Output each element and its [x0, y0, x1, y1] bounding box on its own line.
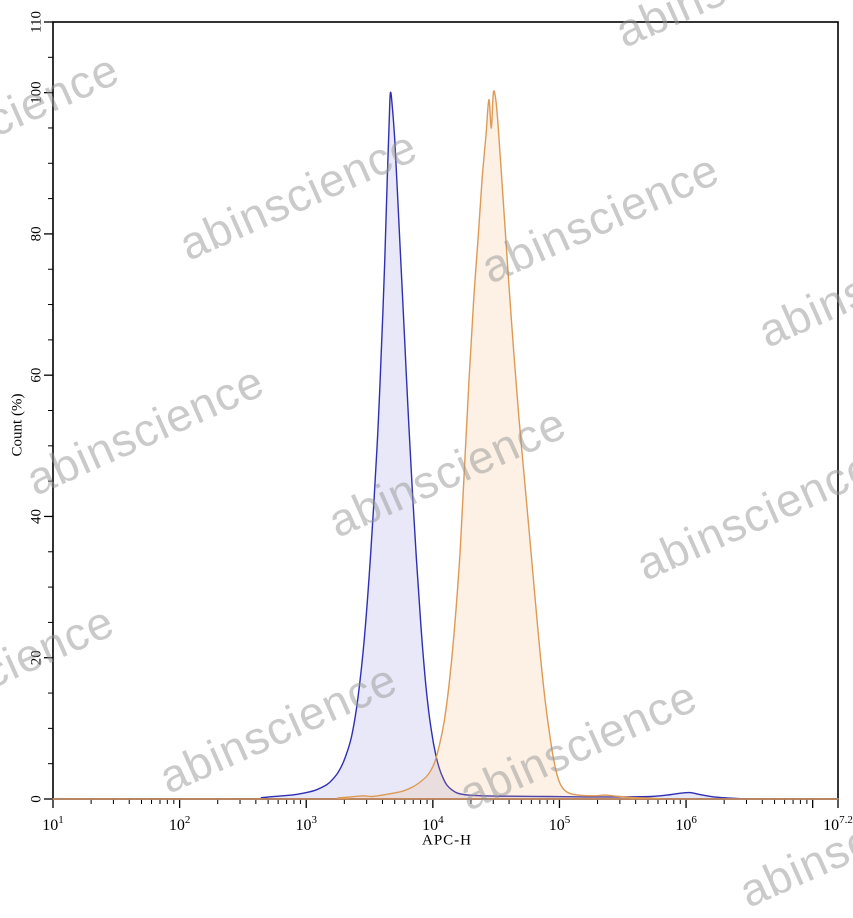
y-tick-label: 0 — [28, 795, 44, 803]
x-tick-label: 105 — [549, 814, 571, 834]
x-tick-label: 102 — [169, 814, 191, 834]
x-tick-label: 103 — [295, 814, 317, 834]
y-tick-label: 60 — [28, 368, 44, 383]
x-tick-exponent: 4 — [438, 814, 444, 826]
y-tick-label: 40 — [28, 509, 44, 524]
x-tick-exponent: 7.2 — [839, 814, 853, 826]
x-tick-exponent: 1 — [58, 814, 64, 826]
histogram-chart: 101 102 103 104 105 106 107.2 0 20 40 60 80 100 110 — [28, 11, 853, 834]
y-axis-title: Count (%) — [9, 393, 26, 457]
x-tick-label: 106 — [675, 814, 697, 834]
x-tick-label: 101 — [42, 814, 64, 834]
y-tick-label: 80 — [28, 226, 44, 241]
x-tick-label: 107.2 — [823, 814, 853, 834]
x-axis-title: APC-H — [421, 832, 473, 849]
y-tick-label: 100 — [28, 81, 44, 104]
x-tick-label: 104 — [422, 814, 444, 834]
x-tick-exponent: 6 — [691, 814, 697, 826]
x-tick-exponent: 2 — [185, 814, 191, 826]
x-tick-exponent: 3 — [311, 814, 317, 826]
y-tick-label: 110 — [28, 11, 44, 33]
blue-population-curve — [52, 91, 839, 800]
orange-population-curve — [52, 90, 839, 800]
plot-border — [52, 21, 839, 800]
y-tick-label: 20 — [28, 650, 44, 665]
x-tick-exponent: 5 — [565, 814, 571, 826]
